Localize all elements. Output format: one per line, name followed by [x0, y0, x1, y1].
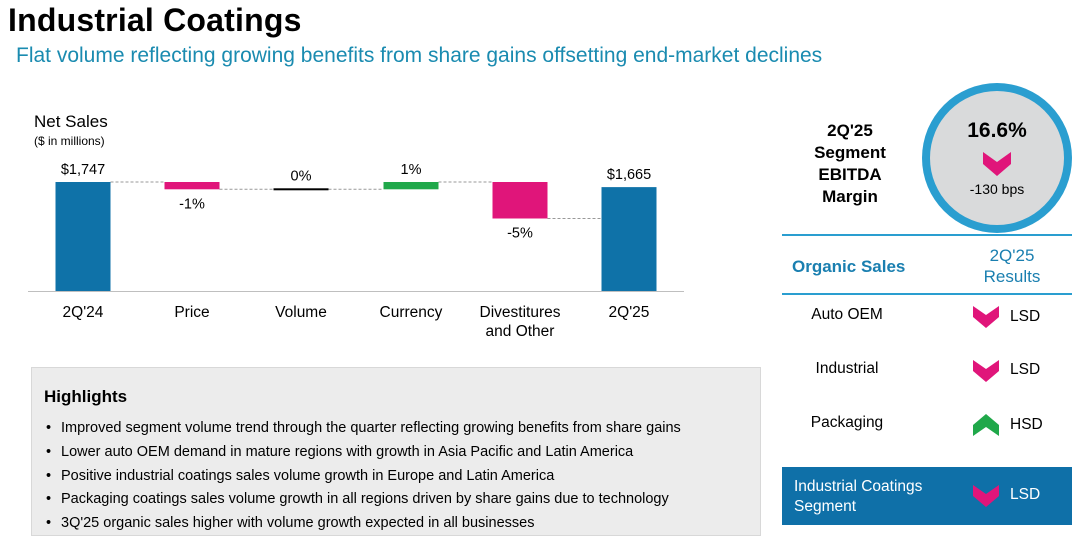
organic-sales-header: Organic Sales: [792, 257, 906, 276]
segment-total-label-line: Industrial Coatings: [794, 478, 923, 495]
category-label-2-0: Volume: [275, 304, 327, 321]
waterfall-bar-1: [164, 182, 220, 190]
ebitda-label-line: 2Q'25: [827, 121, 873, 140]
segment-total-result: LSD: [1010, 486, 1041, 503]
chevron-down-icon: [973, 485, 999, 507]
ebitda-margin-gauge: 16.6% -130 bps: [922, 83, 1072, 233]
category-label-5-0: 2Q'25: [609, 304, 650, 321]
category-label-4-0: Divestitures: [480, 304, 561, 321]
highlight-item: Lower auto OEM demand in mature regions …: [46, 441, 681, 465]
bar-value-label-3: 1%: [401, 162, 422, 178]
segment-total-label-line: Segment: [794, 498, 857, 515]
ebitda-gauge-face: 16.6% -130 bps: [930, 91, 1064, 225]
waterfall-bar-0: [55, 182, 111, 291]
category-label-3-0: Currency: [380, 304, 443, 321]
row-label-auto-oem: Auto OEM: [811, 306, 883, 323]
highlight-item: 3Q'25 organic sales higher with volume g…: [46, 512, 681, 536]
ebitda-margin-value: 16.6%: [967, 119, 1027, 142]
waterfall-bar-3: [383, 182, 439, 190]
bar-value-label-1: -1%: [179, 196, 205, 212]
net-sales-waterfall-chart: $1,747 2Q'24 -1% Price 0% Volume 1% Currency -5%…: [28, 162, 684, 340]
row-result-auto-oem: LSD: [1010, 308, 1041, 325]
bar-value-label-0: $1,747: [61, 162, 105, 178]
row-result-packaging: HSD: [1010, 416, 1043, 433]
category-label-0-0: 2Q'24: [63, 304, 104, 321]
segment-total-label: Industrial Coatings Segment: [794, 477, 922, 517]
chart-title: Net Sales: [34, 112, 108, 131]
highlight-item: Positive industrial coatings sales volum…: [46, 465, 681, 489]
table-top-rule: [782, 234, 1072, 236]
chevron-down-icon: [983, 152, 1011, 176]
highlights-list: Improved segment volume trend through th…: [46, 417, 681, 536]
ebitda-label-line: EBITDA: [818, 165, 882, 184]
chevron-down-icon: [973, 306, 999, 328]
ebitda-margin-label: 2Q'25 Segment EBITDA Margin: [790, 120, 910, 208]
results-header-line: Results: [983, 267, 1041, 286]
chart-subtitle: ($ in millions): [34, 134, 105, 148]
results-header-line: 2Q'25: [989, 246, 1035, 265]
ebitda-margin-change: -130 bps: [969, 181, 1025, 197]
bar-value-label-5: $1,665: [607, 167, 651, 183]
waterfall-bar-2: [273, 188, 329, 191]
ebitda-label-line: Margin: [822, 187, 878, 206]
chevron-up-icon: [973, 414, 999, 436]
bar-value-label-4: -5%: [507, 226, 533, 242]
ebitda-label-line: Segment: [814, 143, 886, 162]
category-label-4-1: and Other: [486, 323, 555, 340]
segment-total-row: Industrial Coatings Segment LSD: [782, 467, 1072, 525]
row-label-industrial: Industrial: [815, 360, 879, 377]
highlight-item: Packaging coatings sales volume growth i…: [46, 488, 681, 512]
waterfall-bar-5: [601, 187, 657, 291]
row-label-packaging: Packaging: [810, 414, 884, 431]
table-header-rule: [782, 293, 1072, 295]
page-title: Industrial Coatings: [8, 2, 302, 38]
row-result-industrial: LSD: [1010, 361, 1041, 378]
chevron-down-icon: [973, 360, 999, 382]
results-header: 2Q'25 Results: [962, 245, 1062, 287]
highlights-heading: Highlights: [44, 387, 128, 406]
waterfall-bar-4: [492, 182, 548, 219]
page-subtitle: Flat volume reflecting growing benefits …: [16, 44, 823, 67]
highlight-item: Improved segment volume trend through th…: [46, 417, 681, 441]
bar-value-label-2: 0%: [291, 168, 312, 184]
highlights-panel: Highlights Improved segment volume trend…: [31, 367, 761, 536]
category-label-1-0: Price: [174, 304, 209, 321]
